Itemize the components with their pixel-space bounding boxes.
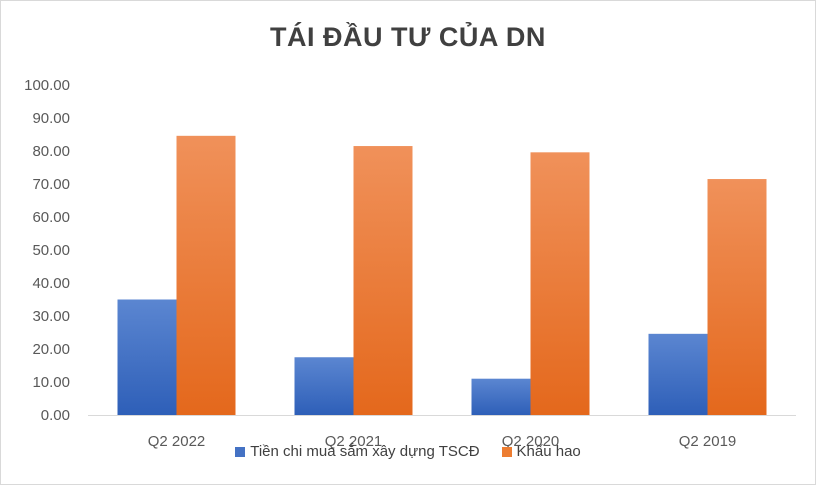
y-tick-label: 40.00 [32, 275, 70, 292]
bar-investment [648, 333, 708, 415]
x-tick-label: Q2 2020 [502, 433, 560, 450]
y-tick-label: 10.00 [32, 374, 70, 391]
bar-investment [294, 357, 354, 415]
y-tick-label: 20.00 [32, 341, 70, 358]
x-tick-label: Q2 2019 [679, 433, 737, 450]
y-tick-label: 100.00 [24, 77, 70, 94]
legend-label-investment: Tiền chi mua sắm xây dựng TSCĐ [250, 443, 480, 460]
bar-depreciation [353, 146, 413, 416]
legend-swatch-orange [501, 446, 512, 457]
bar-depreciation [707, 179, 767, 415]
y-tick-label: 70.00 [32, 176, 70, 193]
y-tick-label: 90.00 [32, 110, 70, 127]
y-tick-label: 0.00 [41, 407, 70, 424]
legend-swatch-blue [235, 446, 246, 457]
y-tick-label: 50.00 [32, 242, 70, 259]
y-tick-label: 80.00 [32, 143, 70, 160]
legend-item-depreciation: Khấu hao [501, 443, 581, 460]
chart-title: TÁI ĐẦU TƯ CỦA DN [270, 22, 546, 52]
bar-depreciation [176, 135, 236, 415]
legend: Tiền chi mua sắm xây dựng TSCĐ Khấu hao [0, 443, 816, 460]
y-tick-label: 30.00 [32, 308, 70, 325]
y-tick-label: 60.00 [32, 209, 70, 226]
bar-investment [117, 299, 177, 415]
x-tick-label: Q2 2022 [148, 433, 206, 450]
bar-depreciation [530, 152, 590, 415]
x-tick-label: Q2 2021 [325, 433, 383, 450]
legend-item-investment: Tiền chi mua sắm xây dựng TSCĐ [235, 443, 480, 460]
legend-label-depreciation: Khấu hao [516, 443, 581, 460]
bar-investment [471, 378, 531, 415]
